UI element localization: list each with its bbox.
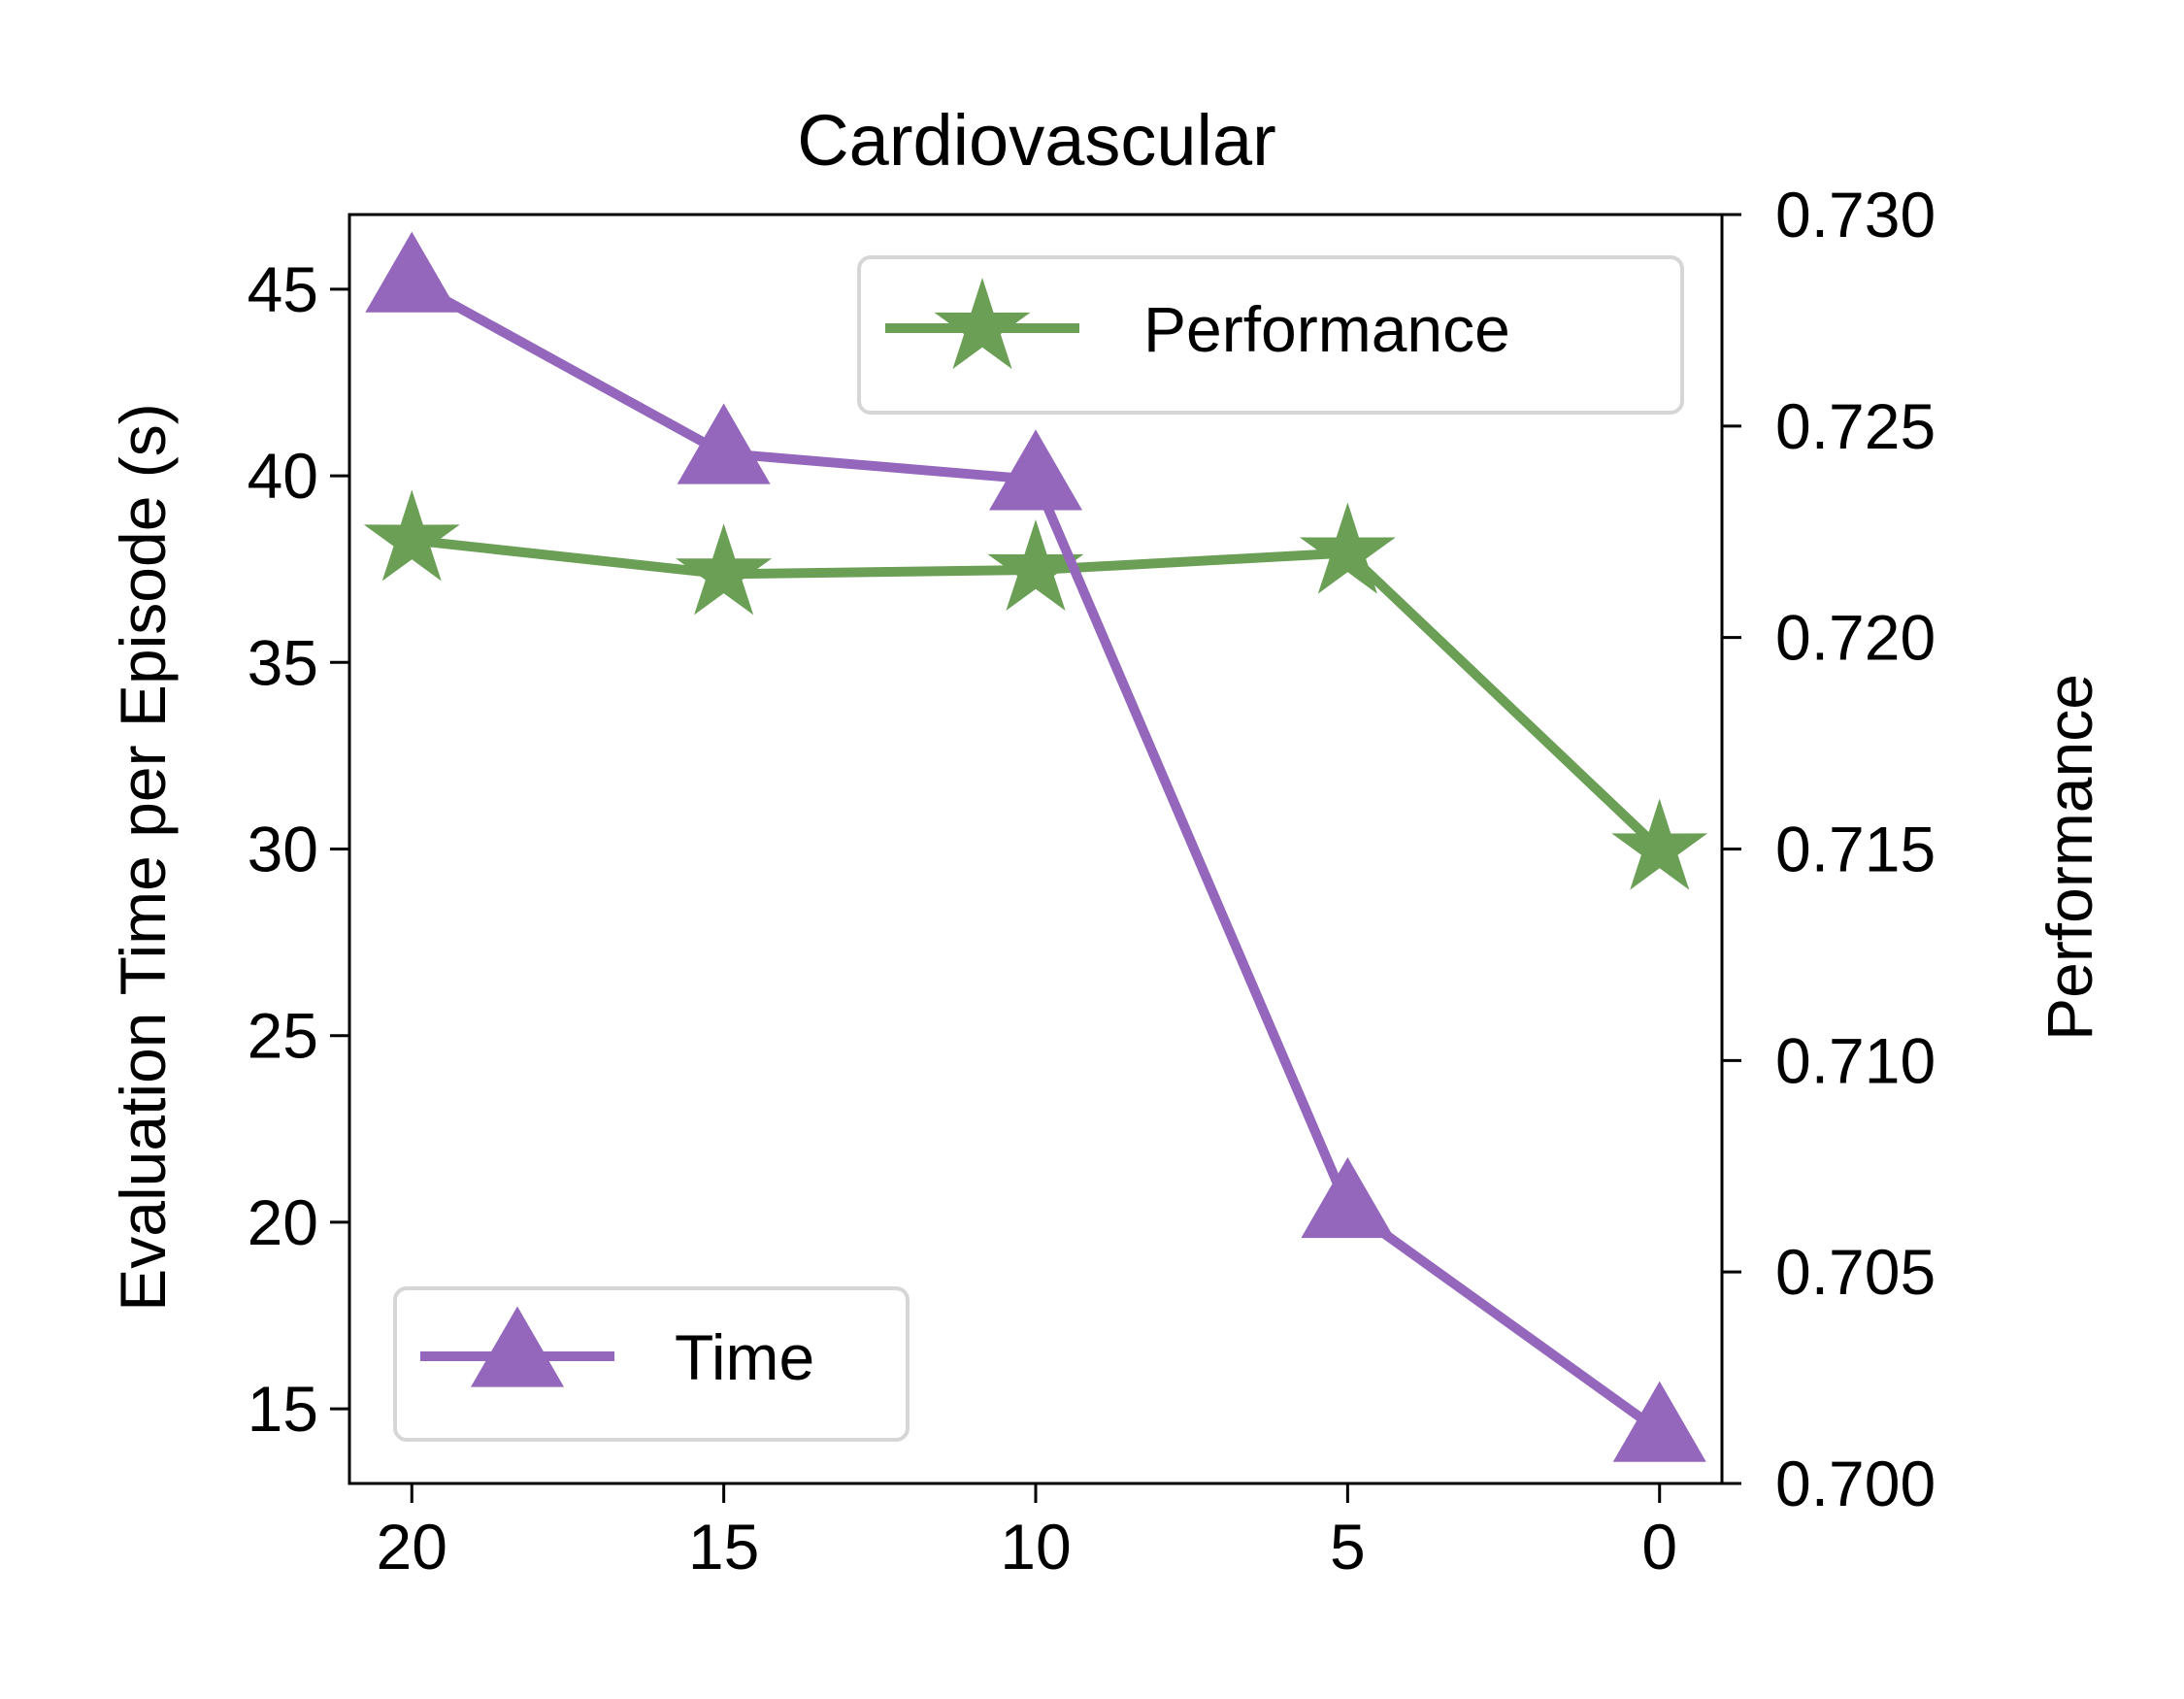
legend-performance-star xyxy=(934,278,1031,370)
y-left-tick-label: 35 xyxy=(248,626,318,698)
time-point-5 xyxy=(1301,1156,1395,1239)
y-left-tick-label: 40 xyxy=(248,440,318,512)
legend-time-triangle xyxy=(471,1306,564,1387)
x-tick-label: 15 xyxy=(688,1511,759,1582)
y-left-tick-label: 45 xyxy=(248,253,318,325)
time-point-20 xyxy=(365,231,459,313)
y-right-tick-label: 0.715 xyxy=(1775,814,1936,885)
time-point-10 xyxy=(989,429,1082,511)
axes: 20 15 10 5 0 15 20 25 30 35 40 45 0.700 0.705 0.710 0.7… xyxy=(248,179,1936,1582)
legend-performance-label: Performance xyxy=(1143,293,1510,365)
y-left-tick-label: 30 xyxy=(248,814,318,885)
performance-point-5 xyxy=(1299,502,1396,594)
y-right-axis-label: Performance xyxy=(2034,674,2105,1041)
y-right-tick-label: 0.700 xyxy=(1775,1448,1936,1519)
y-right-tick-label: 0.720 xyxy=(1775,602,1936,674)
legend-time-box xyxy=(393,1286,910,1442)
performance-point-10 xyxy=(987,519,1084,611)
x-tick-label: 20 xyxy=(377,1511,447,1582)
legend-time: Time xyxy=(393,1286,910,1442)
y-left-tick-label: 20 xyxy=(248,1186,318,1258)
performance-point-0 xyxy=(1611,798,1708,890)
x-tick-label: 10 xyxy=(1000,1511,1071,1582)
y-right-tick-label: 0.730 xyxy=(1775,179,1936,250)
performance-point-15 xyxy=(676,523,773,616)
x-tick-label: 5 xyxy=(1330,1511,1366,1582)
y-left-tick-label: 15 xyxy=(248,1373,318,1445)
y-left-tick-label: 25 xyxy=(248,1000,318,1072)
plot-area xyxy=(363,231,1708,1462)
chart-title: Cardiovascular xyxy=(797,100,1276,181)
y-right-tick-label: 0.710 xyxy=(1775,1024,1936,1096)
y-right-tick-label: 0.705 xyxy=(1775,1236,1936,1308)
time-point-0 xyxy=(1612,1381,1706,1462)
legend-time-label: Time xyxy=(675,1321,814,1393)
y-left-axis-label: Evaluation Time per Episode (s) xyxy=(107,403,179,1311)
y-right-tick-label: 0.725 xyxy=(1775,390,1936,462)
performance-point-20 xyxy=(363,489,460,582)
legend-performance-box xyxy=(857,255,1684,415)
time-point-15 xyxy=(677,403,771,484)
legend-performance: Performance xyxy=(857,255,1684,415)
x-tick-label: 0 xyxy=(1641,1511,1677,1582)
